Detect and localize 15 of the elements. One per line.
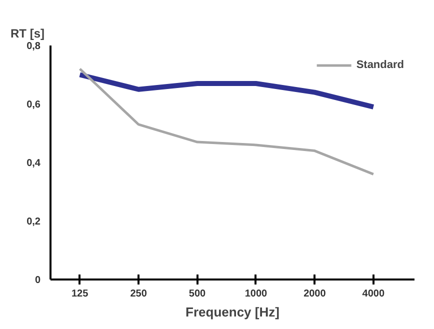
y-tick-label: 0 xyxy=(34,275,41,286)
y-tick-label: 0,8 xyxy=(26,41,41,52)
legend-label: Standard xyxy=(356,59,404,71)
x-axis-title: Frequency [Hz] xyxy=(186,304,280,320)
x-tick-label: 2000 xyxy=(304,288,326,300)
x-tick-label: 125 xyxy=(72,288,89,300)
line-series xyxy=(78,68,375,176)
y-axis-title: RT [s] xyxy=(10,26,44,40)
y-tick-label: 0,2 xyxy=(26,216,41,228)
y-tick-label: 0,4 xyxy=(26,158,41,169)
x-tick-label: 4000 xyxy=(362,288,385,300)
x-tick-label: 250 xyxy=(130,288,148,300)
x-tick-label: 500 xyxy=(188,288,206,300)
y-tick-label: 0,6 xyxy=(26,100,41,110)
x-tick-label: 1000 xyxy=(244,288,268,300)
